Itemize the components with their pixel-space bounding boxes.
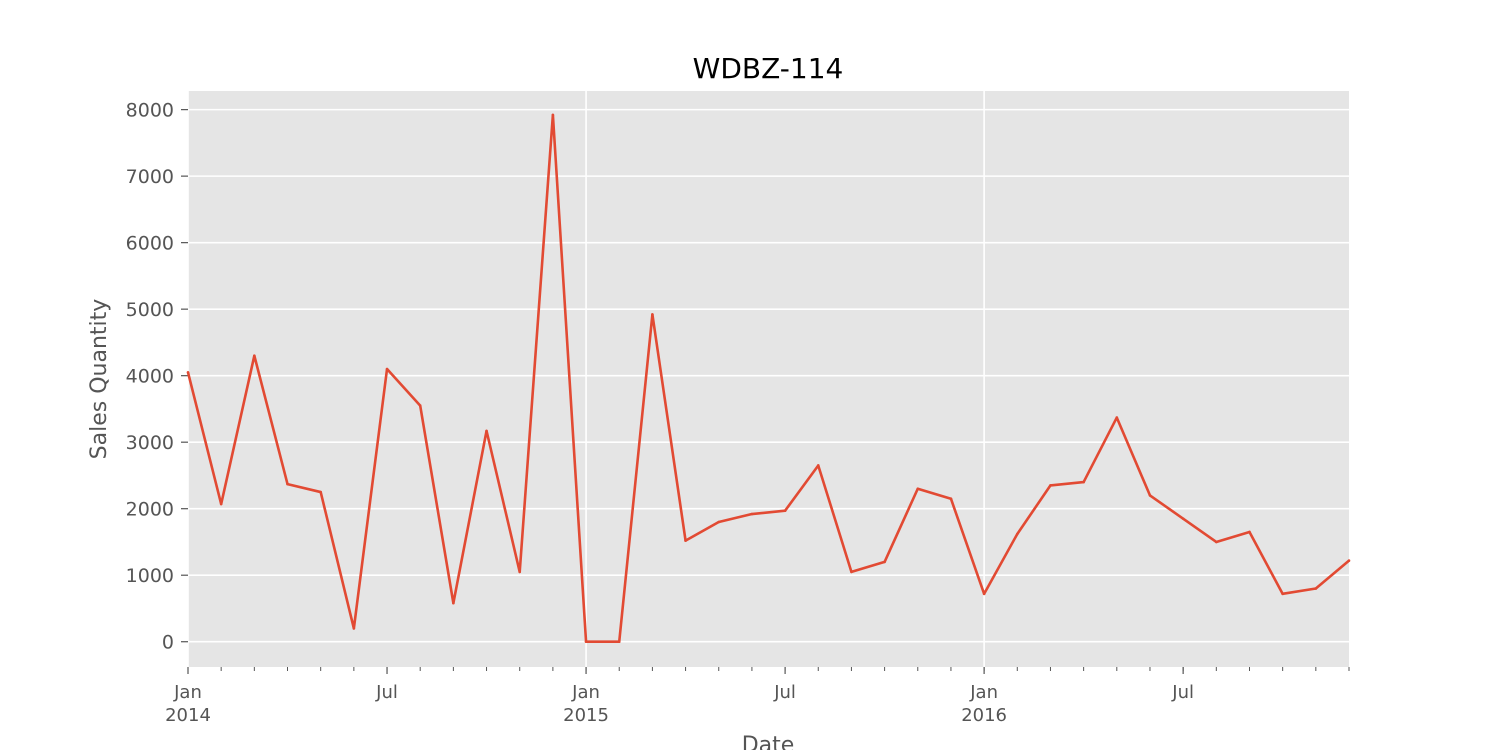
chart-title: WDBZ-114 — [693, 52, 844, 85]
data-point — [1082, 480, 1085, 484]
data-point — [750, 512, 754, 516]
data-point — [551, 113, 555, 117]
x-tick-year-label: 2016 — [961, 705, 1007, 726]
series-layer — [186, 113, 1351, 644]
data-point — [518, 570, 522, 574]
data-point — [253, 354, 256, 358]
plot-background — [188, 91, 1349, 667]
x-tick-label: Jul — [375, 682, 398, 703]
data-point — [1115, 416, 1119, 419]
data-point — [1049, 484, 1052, 487]
data-point — [584, 640, 588, 644]
data-point — [1347, 559, 1351, 562]
x-tick-year-label: 2015 — [563, 705, 609, 726]
data-point — [949, 497, 953, 501]
x-tick-label: Jan — [969, 682, 998, 703]
x-axis-label: Date — [742, 733, 795, 750]
data-point — [717, 520, 721, 524]
data-point — [1215, 540, 1218, 544]
data-point — [783, 509, 787, 512]
data-point — [1281, 592, 1284, 596]
data-point — [485, 429, 488, 433]
y-tick-label: 3000 — [126, 432, 174, 454]
y-tick-label: 0 — [162, 632, 174, 654]
series-line — [186, 113, 1350, 644]
y-axis-label: Sales Quantity — [87, 299, 112, 460]
y-tick-label: 8000 — [126, 100, 174, 122]
data-point — [186, 371, 190, 374]
x-tick-label: Jul — [773, 682, 796, 703]
data-point — [1148, 494, 1152, 497]
y-axis: 0 1000 2000 3000 4000 5000 6000 7000 8000 — [126, 100, 188, 654]
y-tick-label: 2000 — [126, 499, 174, 521]
y-tick-label: 7000 — [126, 166, 174, 188]
x-tick-year-label: 2014 — [165, 705, 211, 726]
y-tick-label: 5000 — [126, 299, 174, 321]
data-point — [452, 601, 455, 605]
grid-lines — [187, 91, 1349, 667]
y-tick-label: 1000 — [126, 565, 174, 587]
data-point — [385, 367, 389, 371]
y-tick-label: 6000 — [126, 233, 174, 255]
data-point — [1314, 587, 1318, 590]
data-point — [916, 487, 920, 491]
data-point — [684, 539, 687, 542]
data-point — [352, 627, 356, 630]
data-point — [1015, 532, 1019, 536]
data-point — [816, 464, 820, 467]
data-point — [850, 570, 853, 574]
data-point — [982, 592, 986, 596]
y-tick-label: 4000 — [126, 366, 174, 388]
data-point — [319, 490, 322, 494]
data-point — [651, 313, 654, 316]
x-tick-label: Jan — [173, 682, 202, 703]
data-point — [883, 560, 886, 564]
data-point — [1248, 530, 1251, 534]
data-point — [617, 640, 621, 644]
data-point — [418, 404, 422, 407]
data-point — [286, 482, 289, 486]
x-tick-label: Jan — [571, 682, 600, 703]
data-point — [219, 502, 223, 506]
data-point — [1181, 517, 1185, 520]
x-tick-label: Jul — [1171, 682, 1194, 703]
